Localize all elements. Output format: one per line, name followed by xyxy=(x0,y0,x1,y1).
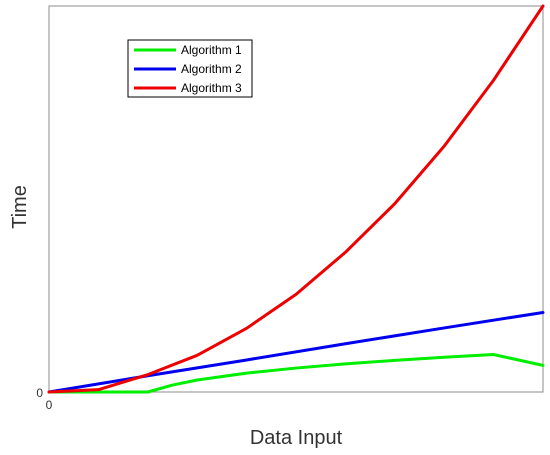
series-line-algorithm-1 xyxy=(47,353,545,394)
y-tick-label-0: 0 xyxy=(36,386,43,400)
legend-label-3: Algorithm 3 xyxy=(181,81,242,95)
series-layer xyxy=(47,4,545,394)
plot-frame xyxy=(48,5,544,393)
legend-label-2: Algorithm 2 xyxy=(181,62,242,76)
legend-label-1: Algorithm 1 xyxy=(181,43,242,57)
y-axis-title: Time xyxy=(9,185,31,229)
legend-items: Algorithm 1 Algorithm 2 Algorithm 3 xyxy=(134,43,242,95)
legend: Algorithm 1 Algorithm 2 Algorithm 3 xyxy=(127,39,253,98)
series-line-algorithm-3 xyxy=(47,4,545,394)
x-tick-label-0: 0 xyxy=(46,398,53,412)
x-axis-title: Data Input xyxy=(250,427,343,449)
